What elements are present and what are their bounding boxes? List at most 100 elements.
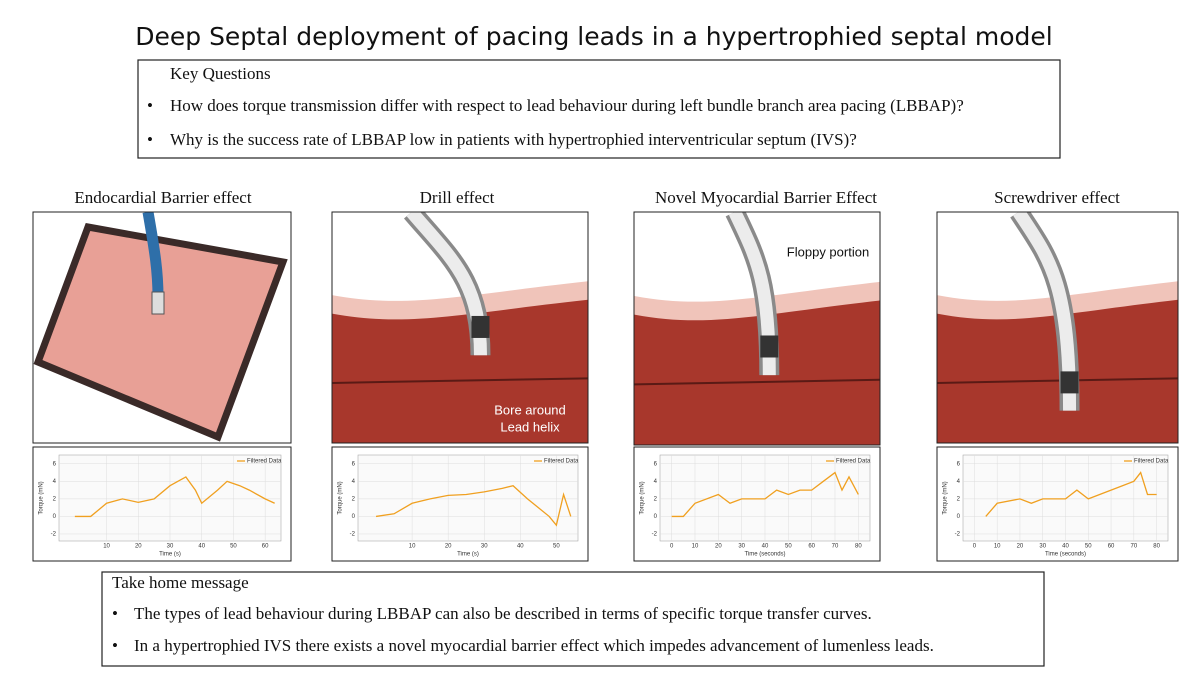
x-axis-label: Time (seconds) — [1045, 552, 1086, 558]
x-tick-label: 40 — [1062, 544, 1069, 550]
illustration-frame — [936, 211, 1179, 444]
x-tick-label: 70 — [1130, 544, 1137, 550]
bullet: • — [112, 604, 118, 623]
x-axis-label: Time (s) — [159, 552, 181, 558]
myocardium — [332, 299, 588, 443]
catheter — [142, 212, 164, 298]
takehome-item: In a hypertrophied IVS there exists a no… — [134, 636, 934, 655]
question: Why is the success rate of LBBAP low in … — [170, 130, 857, 149]
y-tick-label: 4 — [53, 479, 57, 485]
annotation: Floppy portion — [787, 244, 869, 259]
x-axis-label: Time (seconds) — [744, 552, 785, 558]
y-tick-label: -2 — [350, 532, 356, 538]
x-tick-label: 60 — [808, 544, 815, 550]
x-tick-label: 20 — [135, 544, 142, 550]
illustration — [332, 212, 588, 443]
legend-label: Filtered Data — [544, 459, 579, 465]
legend-label: Filtered Data — [247, 459, 282, 465]
lead-tip — [151, 291, 165, 315]
torque-line — [74, 476, 275, 518]
x-tick-label: 70 — [832, 544, 839, 550]
torque-line — [985, 471, 1157, 517]
myocardium — [937, 299, 1178, 443]
y-tick-label: -2 — [51, 532, 57, 538]
x-tick-label: 50 — [1085, 544, 1092, 550]
x-tick-label: 50 — [553, 544, 560, 550]
y-tick-label: 6 — [352, 461, 356, 467]
x-tick-label: 0 — [973, 544, 977, 550]
takehome-heading: Take home message — [112, 573, 249, 592]
y-axis-label: Torque (mN) — [338, 481, 344, 514]
y-tick-label: 4 — [654, 479, 658, 485]
x-tick-label: 30 — [738, 544, 745, 550]
x-tick-label: 80 — [855, 544, 862, 550]
x-tick-label: 10 — [692, 544, 699, 550]
y-tick-label: 2 — [352, 496, 356, 502]
panel-label: Drill effect — [420, 188, 495, 207]
lead-sleeve — [1060, 371, 1079, 394]
bullet: • — [147, 96, 153, 115]
annotation: Lead helix — [500, 419, 560, 434]
lead-sleeve — [471, 315, 490, 338]
septum-line — [634, 378, 880, 386]
panel-label: Novel Myocardial Barrier Effect — [655, 188, 877, 207]
torque-line — [375, 485, 572, 527]
x-tick-label: 80 — [1153, 544, 1160, 550]
annotation: Bore around — [494, 402, 566, 417]
bullet: • — [147, 130, 153, 149]
lead-sleeve — [760, 335, 779, 358]
y-tick-label: 0 — [352, 514, 356, 520]
torque-line — [671, 471, 859, 518]
y-tick-label: 6 — [654, 461, 658, 467]
y-tick-label: 4 — [957, 479, 961, 485]
x-tick-label: 20 — [445, 544, 452, 550]
panel-label: Screwdriver effect — [994, 188, 1120, 207]
plot-area — [357, 454, 579, 542]
y-tick-label: 6 — [53, 461, 57, 467]
y-axis-label: Torque (mN) — [640, 481, 646, 514]
panel-label: Endocardial Barrier effect — [74, 188, 251, 207]
illustration — [937, 212, 1178, 443]
y-tick-label: 2 — [957, 496, 961, 502]
illustration-frame — [32, 211, 292, 444]
x-tick-label: 30 — [167, 544, 174, 550]
illustration-frame — [331, 211, 589, 444]
x-tick-label: 20 — [715, 544, 722, 550]
x-axis-label: Time (s) — [457, 552, 479, 558]
y-tick-label: 0 — [654, 514, 658, 520]
x-tick-label: 30 — [481, 544, 488, 550]
y-tick-label: -2 — [955, 532, 961, 538]
x-tick-label: 10 — [994, 544, 1001, 550]
y-tick-label: 2 — [53, 496, 57, 502]
x-tick-label: 50 — [230, 544, 237, 550]
x-tick-label: 60 — [1108, 544, 1115, 550]
x-tick-label: 40 — [198, 544, 205, 550]
takehome-item: The types of lead behaviour during LBBAP… — [134, 604, 872, 623]
legend-label: Filtered Data — [1134, 459, 1169, 465]
tissue-sample — [33, 223, 288, 442]
question: How does torque transmission differ with… — [170, 96, 964, 115]
x-tick-label: 10 — [103, 544, 110, 550]
y-tick-label: -2 — [652, 532, 658, 538]
questions-box — [137, 59, 1061, 159]
y-tick-label: 0 — [957, 514, 961, 520]
x-tick-label: 30 — [1039, 544, 1046, 550]
y-tick-label: 6 — [957, 461, 961, 467]
legend-label: Filtered Data — [836, 459, 871, 465]
bullet: • — [112, 636, 118, 655]
y-axis-label: Torque (mN) — [943, 481, 949, 514]
lead-inner — [1013, 212, 1077, 411]
y-axis-label: Torque (mN) — [39, 481, 45, 514]
questions-heading: Key Questions — [170, 64, 271, 83]
illustration — [33, 212, 291, 443]
x-tick-label: 10 — [409, 544, 416, 550]
x-tick-label: 20 — [1017, 544, 1024, 550]
septum-line — [937, 377, 1178, 384]
myocardium — [634, 300, 880, 445]
x-tick-label: 50 — [785, 544, 792, 550]
y-tick-label: 2 — [654, 496, 658, 502]
illustration-frame — [633, 211, 881, 446]
septum-line — [332, 377, 588, 384]
x-tick-label: 40 — [762, 544, 769, 550]
